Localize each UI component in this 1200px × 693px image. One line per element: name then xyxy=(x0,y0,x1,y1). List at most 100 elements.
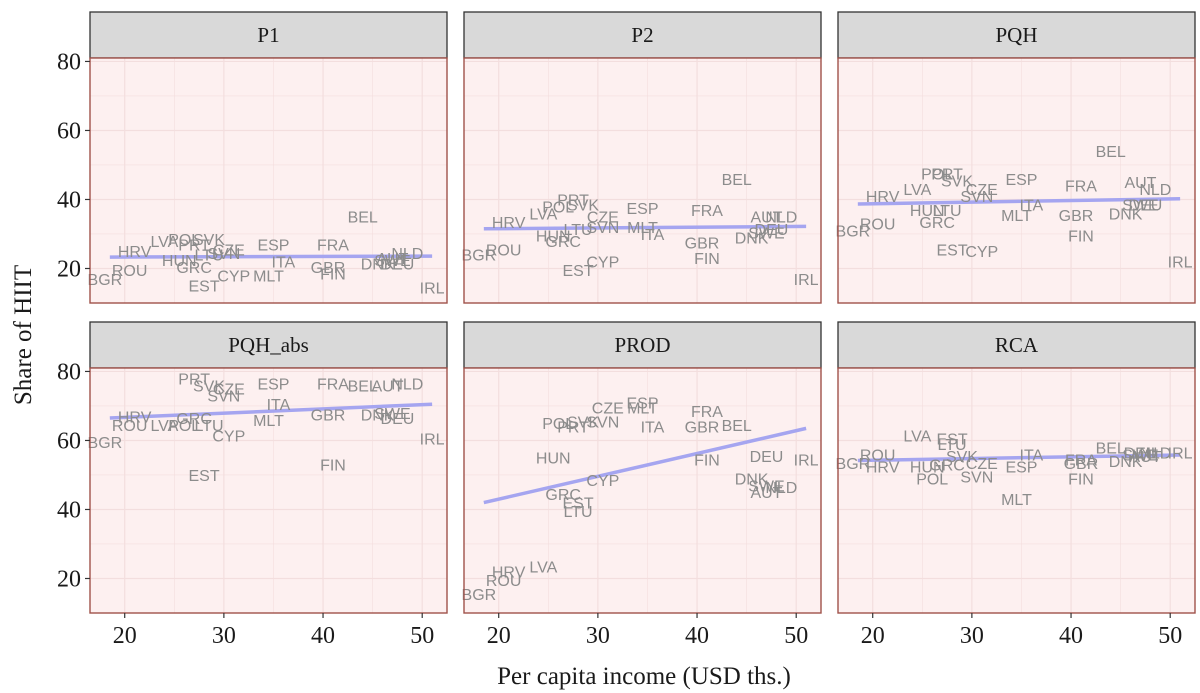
data-point-cze: CZE xyxy=(592,401,624,418)
x-tick-label: 20 xyxy=(861,623,885,649)
data-point-svn: SVN xyxy=(586,414,619,431)
data-point-dnk: DNK xyxy=(361,256,395,273)
data-point-aut: AUT xyxy=(750,210,782,227)
data-point-aut: AUT xyxy=(750,485,782,502)
y-tick-label: 80 xyxy=(57,359,81,385)
data-point-bgr: BGR xyxy=(462,587,497,604)
facet-strip xyxy=(463,11,822,59)
data-point-svn: SVN xyxy=(586,220,619,237)
panel-border xyxy=(463,57,822,304)
data-point-hrv: HRV xyxy=(492,215,526,232)
data-point-irl: IRL xyxy=(420,432,445,449)
facet-title: RCA xyxy=(995,333,1039,357)
data-point-lva: LVA xyxy=(150,418,178,435)
trend-line xyxy=(109,254,433,259)
panel-border xyxy=(837,367,1196,614)
gridlines xyxy=(90,368,447,613)
data-point-cyp: CYP xyxy=(586,255,619,272)
y-tick-label: 40 xyxy=(57,497,81,523)
data-point-nld: NLD xyxy=(1139,446,1171,463)
gridlines xyxy=(838,58,1195,303)
data-point-swe: SWE xyxy=(748,225,784,242)
data-point-cze: CZE xyxy=(213,243,245,260)
data-point-prt: PRT xyxy=(178,237,210,254)
x-tick-label: 30 xyxy=(212,623,236,649)
data-point-bgr: BGR xyxy=(836,224,871,241)
data-point-cze: CZE xyxy=(213,382,245,399)
data-point-svk: SVK xyxy=(941,174,973,191)
x-tick-label: 50 xyxy=(410,623,434,649)
panel-background xyxy=(464,368,821,613)
data-point-svk: SVK xyxy=(193,378,225,395)
data-point-rou: ROU xyxy=(112,263,148,280)
data-point-hrv: HRV xyxy=(118,409,152,426)
data-point-grc: GRC xyxy=(919,215,955,232)
data-point-hrv: HRV xyxy=(866,189,900,206)
panel-border xyxy=(89,57,448,304)
data-point-aut: AUT xyxy=(1129,449,1161,466)
data-point-aut: AUT xyxy=(376,251,408,268)
data-point-svk: SVK xyxy=(946,449,978,466)
data-point-mlt: MLT xyxy=(627,220,658,237)
data-point-est: EST xyxy=(188,468,219,485)
facet-title: PQH xyxy=(995,23,1037,47)
data-point-ita: ITA xyxy=(1020,447,1044,464)
facet-grid: P1BGRROUHRVLVAPOLSVKHUNGRCPRTLTUCZESVNES… xyxy=(88,11,1196,614)
x-tick-label: 50 xyxy=(1158,623,1182,649)
data-point-cyp: CYP xyxy=(965,244,998,261)
data-point-irl: IRL xyxy=(794,452,819,469)
gridlines xyxy=(838,368,1195,613)
data-point-deu: DEU xyxy=(381,411,415,428)
data-point-svn: SVN xyxy=(960,470,993,487)
data-point-rou: ROU xyxy=(486,243,522,260)
gridlines xyxy=(464,368,821,613)
data-point-gbr: GBR xyxy=(685,420,720,437)
data-point-deu: DEU xyxy=(755,222,789,239)
data-point-hun: HUN xyxy=(910,459,945,476)
data-point-mlt: MLT xyxy=(627,401,658,418)
data-point-ltu: LTU xyxy=(933,203,962,220)
data-point-esp: ESP xyxy=(257,377,289,394)
data-point-gbr: GBR xyxy=(1064,456,1099,473)
data-point-prt: PRT xyxy=(557,420,589,437)
data-point-pol: POL xyxy=(542,199,574,216)
data-point-pol: POL xyxy=(168,232,200,249)
trend-line xyxy=(483,224,807,231)
data-point-rou: ROU xyxy=(860,217,896,234)
data-point-fra: FRA xyxy=(1065,179,1097,196)
x-axis-title: Per capita income (USD ths.) xyxy=(497,663,791,690)
data-point-fin: FIN xyxy=(1068,471,1094,488)
data-point-fin: FIN xyxy=(320,267,346,284)
panel-border xyxy=(463,367,822,614)
data-point-swe: SWE xyxy=(748,478,784,495)
data-point-est: EST xyxy=(936,432,967,449)
data-point-nld: NLD xyxy=(391,377,423,394)
data-point-hrv: HRV xyxy=(866,459,900,476)
data-point-grc: GRC xyxy=(929,458,965,475)
data-point-gbr: GBR xyxy=(685,236,720,253)
panel-border xyxy=(837,57,1196,304)
data-point-fra: FRA xyxy=(691,203,723,220)
data-point-grc: GRC xyxy=(545,487,581,504)
data-point-fin: FIN xyxy=(1068,229,1094,246)
data-point-svn: SVN xyxy=(207,389,240,406)
data-point-mlt: MLT xyxy=(253,268,284,285)
panel-border xyxy=(89,367,448,614)
data-point-hun: HUN xyxy=(536,229,571,246)
panel-background xyxy=(838,368,1195,613)
data-point-hrv: HRV xyxy=(492,565,526,582)
data-point-nld: NLD xyxy=(765,210,797,227)
data-point-irl: IRL xyxy=(1168,446,1193,463)
x-tick-label: 30 xyxy=(960,623,984,649)
data-point-lva: LVA xyxy=(903,182,931,199)
data-point-est: EST xyxy=(562,263,593,280)
trend-line xyxy=(857,197,1181,206)
data-point-bel: BEL xyxy=(722,172,752,189)
data-point-fin: FIN xyxy=(694,251,720,268)
gridlines xyxy=(90,58,447,303)
